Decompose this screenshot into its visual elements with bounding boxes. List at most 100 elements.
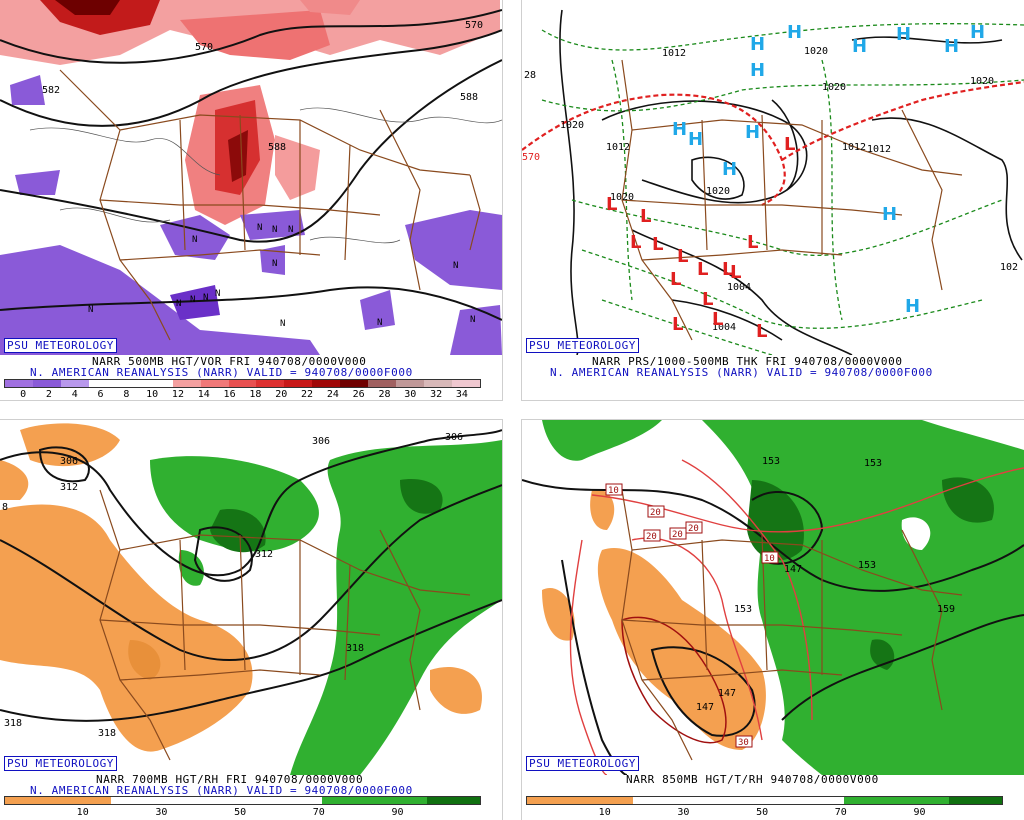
colorbar-tick-label: 90 bbox=[913, 807, 926, 818]
contour-label: 153 bbox=[858, 560, 876, 571]
map-700mb-humidity: 306 306 306 312 8 312 318 318 318 bbox=[0, 423, 502, 775]
isotherm-box: 20 bbox=[669, 527, 687, 540]
high-pressure-symbol: H bbox=[944, 36, 959, 57]
colorbar-tick-label: 30 bbox=[155, 807, 168, 818]
high-pressure-symbol: H bbox=[750, 34, 765, 55]
colorbar-swatch bbox=[527, 797, 580, 804]
low-pressure-centers: L L L L L L L L L L L L L L L bbox=[606, 134, 795, 342]
vort-marker: N bbox=[203, 293, 208, 303]
isobar-label: 28 bbox=[524, 70, 536, 81]
panel-caption: NARR 700MB HGT/RH FRI 940708/0000V000 bbox=[96, 773, 364, 786]
height-contour-labels: 306 306 306 312 8 312 318 318 318 bbox=[2, 432, 463, 739]
vort-marker: N bbox=[176, 299, 181, 309]
colorbar-tick-label: 70 bbox=[834, 807, 847, 818]
colorbar-tick-label: 50 bbox=[234, 807, 247, 818]
vort-marker: N bbox=[257, 223, 262, 233]
contour-label: 153 bbox=[762, 456, 780, 467]
psu-meteorology-badge: PSU METEOROLOGY bbox=[4, 338, 117, 353]
panel-caption: NARR 850MB HGT/T/RH 940708/0000V000 bbox=[626, 773, 879, 786]
colorbar-swatch bbox=[368, 380, 397, 387]
colorbar-tick-label: 20 bbox=[275, 389, 288, 400]
vort-marker: N bbox=[190, 295, 195, 305]
isobar-label: 102 bbox=[1000, 262, 1018, 273]
isotherm-label: 20 bbox=[672, 530, 683, 540]
colorbar-swatch bbox=[116, 380, 145, 387]
panel-500mb-vorticity: 570 582 570 588 588 N N N N N N N N N N … bbox=[0, 0, 503, 401]
colorbar-swatch bbox=[321, 797, 375, 804]
low-pressure-symbol: L bbox=[630, 232, 641, 253]
contour-label: 312 bbox=[255, 549, 273, 560]
low-pressure-symbol: L bbox=[697, 259, 708, 280]
colorbar-swatch bbox=[843, 797, 897, 804]
colorbar-swatch bbox=[738, 797, 791, 804]
vort-marker: N bbox=[192, 235, 197, 245]
contour-label: 147 bbox=[718, 688, 736, 699]
colorbar-swatch bbox=[312, 380, 341, 387]
high-pressure-symbol: H bbox=[750, 60, 765, 81]
contour-label: 306 bbox=[445, 432, 463, 443]
contour-label: 8 bbox=[2, 502, 8, 513]
colorbar-tick-label: 90 bbox=[391, 807, 404, 818]
isotherm-box: 30 bbox=[735, 735, 753, 748]
vorticity-colorbar bbox=[4, 379, 481, 388]
low-pressure-symbol: L bbox=[640, 206, 651, 227]
colorbar-swatch bbox=[200, 380, 229, 387]
colorbar-swatch bbox=[256, 380, 285, 387]
contour-label: 588 bbox=[460, 92, 478, 103]
colorbar-tick-label: 30 bbox=[677, 807, 690, 818]
colorbar-tick-label: 22 bbox=[301, 389, 314, 400]
colorbar-swatch bbox=[163, 797, 217, 804]
colorbar-tick-label: 50 bbox=[756, 807, 769, 818]
colorbar-swatch bbox=[790, 797, 844, 804]
contour-label: 306 bbox=[312, 436, 330, 447]
contour-label: 159 bbox=[937, 604, 955, 615]
contour-label: 318 bbox=[346, 643, 364, 654]
isotherm-label: 20 bbox=[650, 508, 661, 518]
isobar-labels: 28 1012 1020 1020 1012 1020 1020 1012 10… bbox=[522, 46, 1018, 333]
high-pressure-symbol: H bbox=[852, 36, 867, 57]
colorbar-swatch bbox=[57, 797, 111, 804]
contour-label: 570 bbox=[465, 20, 483, 31]
vort-marker: N bbox=[88, 305, 93, 315]
panel-850mb-temperature-humidity: 153 153 147 153 153 159 147 147 10 20 20… bbox=[521, 419, 1024, 820]
high-pressure-centers: H H H H H H H H H H H H H bbox=[672, 22, 985, 317]
isotherm-label: 10 bbox=[764, 554, 775, 564]
colorbar-tick-label: 32 bbox=[430, 389, 443, 400]
high-pressure-symbol: H bbox=[672, 119, 687, 140]
colorbar-swatch bbox=[340, 380, 369, 387]
isobar-label: 1012 bbox=[662, 48, 686, 59]
isobar-label: 1004 bbox=[727, 282, 751, 293]
isobar-label: 1020 bbox=[706, 186, 730, 197]
colorbar-swatch bbox=[268, 797, 322, 804]
contour-label: 318 bbox=[4, 718, 22, 729]
isobar-label: 1004 bbox=[712, 322, 736, 333]
contour-label: 153 bbox=[864, 458, 882, 469]
thickness-label: 570 bbox=[522, 152, 540, 163]
high-pressure-symbol: H bbox=[896, 24, 911, 45]
contour-label: 147 bbox=[784, 564, 802, 575]
low-pressure-symbol: L bbox=[784, 134, 795, 155]
colorbar-tick-label: 4 bbox=[71, 389, 78, 400]
colorbar-swatch bbox=[632, 797, 686, 804]
vorticity-contour-labels: 570 582 570 588 588 bbox=[42, 20, 483, 153]
contour-label: 570 bbox=[195, 42, 213, 53]
colorbar-tick-label: 10 bbox=[146, 389, 159, 400]
high-pressure-symbol: H bbox=[722, 159, 737, 180]
map-850mb-temperature-humidity: 153 153 147 153 153 159 147 147 10 20 20… bbox=[522, 420, 1024, 775]
colorbar-swatch bbox=[949, 797, 1003, 804]
humidity-colorbar-ticks: 10 30 50 70 90 bbox=[526, 807, 1003, 819]
isobar-label: 1012 bbox=[867, 144, 891, 155]
isotherm-box: 10 bbox=[761, 551, 779, 564]
humidity-colorbar-ticks: 10 30 50 70 90 bbox=[4, 807, 481, 819]
low-pressure-symbol: L bbox=[677, 246, 688, 267]
isobar-label: 1012 bbox=[842, 142, 866, 153]
psu-meteorology-badge: PSU METEOROLOGY bbox=[4, 756, 117, 771]
vort-marker: N bbox=[453, 261, 458, 271]
vort-marker: N bbox=[215, 289, 220, 299]
panel-valid-caption: N. AMERICAN REANALYSIS (NARR) VALID = 94… bbox=[30, 784, 413, 797]
colorbar-swatch bbox=[88, 380, 117, 387]
colorbar-swatch bbox=[228, 380, 257, 387]
vort-marker: N bbox=[377, 318, 382, 328]
panel-700mb-humidity: 306 306 306 312 8 312 318 318 318 PSU ME… bbox=[0, 419, 503, 820]
colorbar-tick-label: 14 bbox=[197, 389, 210, 400]
